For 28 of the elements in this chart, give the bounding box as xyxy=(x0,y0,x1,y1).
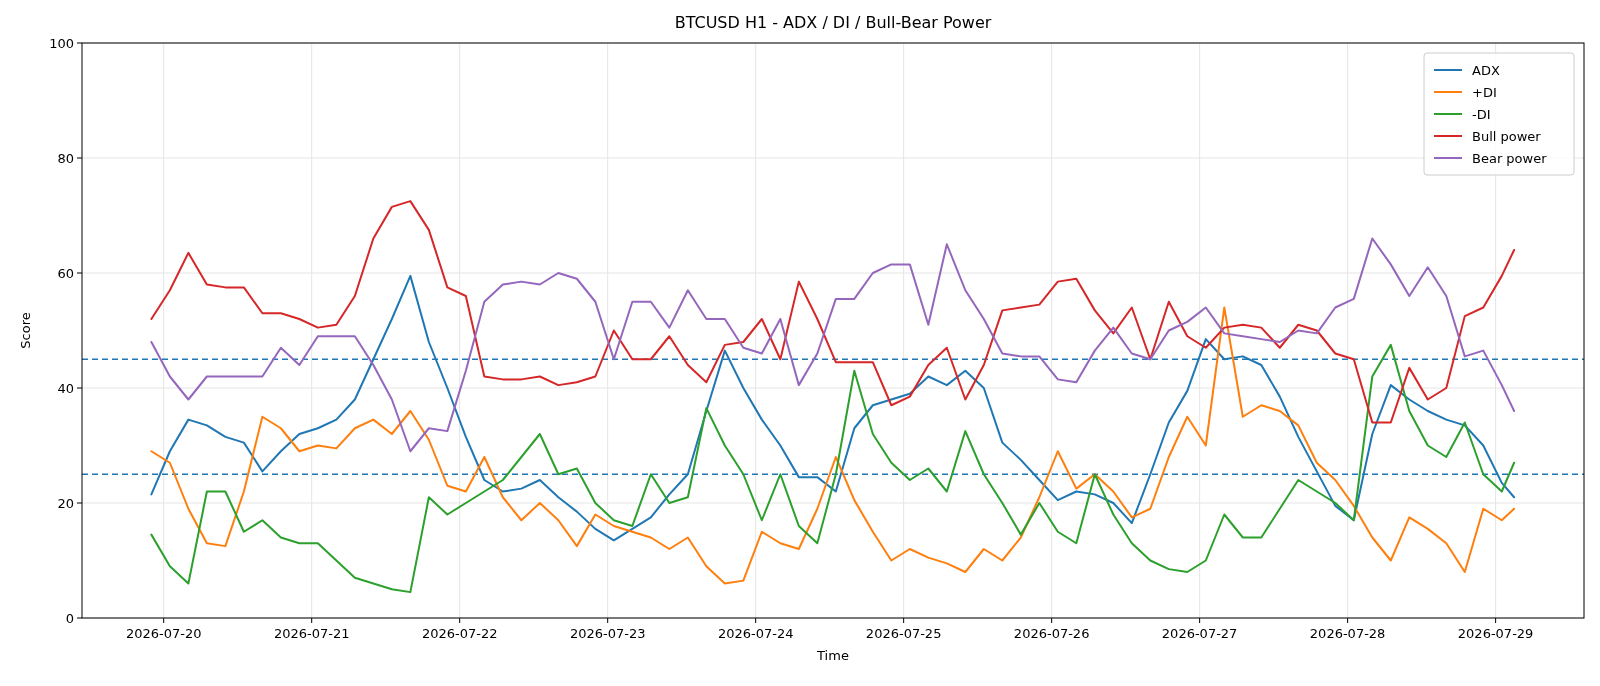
x-tick-label: 2026-07-29 xyxy=(1457,626,1534,641)
y-axis-title: Score xyxy=(18,312,33,349)
line-series xyxy=(150,200,1516,424)
x-tick-label: 2026-07-25 xyxy=(865,626,942,641)
x-tick-label: 2026-07-28 xyxy=(1309,626,1386,641)
y-tick-label: 100 xyxy=(49,35,74,51)
y-tick-label: 40 xyxy=(57,380,74,396)
legend-label: Bull power xyxy=(1472,129,1542,144)
legend-label: -DI xyxy=(1472,107,1491,122)
legend-label: +DI xyxy=(1472,85,1497,100)
line-series xyxy=(150,237,1516,453)
y-tick-label: 80 xyxy=(57,150,74,166)
x-tick-label: 2026-07-24 xyxy=(717,626,794,641)
x-tick-label: 2026-07-21 xyxy=(273,626,350,641)
line-series xyxy=(150,343,1516,594)
y-tick-label: 0 xyxy=(65,610,74,626)
x-tick-label: 2026-07-22 xyxy=(421,626,498,641)
y-tick-label: 20 xyxy=(57,495,74,511)
x-tick-label: 2026-07-20 xyxy=(125,626,202,641)
x-tick-label: 2026-07-26 xyxy=(1013,626,1090,641)
legend-label: ADX xyxy=(1472,63,1500,78)
x-tick-label: 2026-07-23 xyxy=(569,626,646,641)
line-series xyxy=(150,306,1516,585)
chart-title: BTCUSD H1 - ADX / DI / Bull-Bear Power xyxy=(674,13,992,32)
x-axis-title: Time xyxy=(816,648,849,663)
y-tick-label: 60 xyxy=(57,265,74,281)
x-tick-label: 2026-07-27 xyxy=(1161,626,1238,641)
legend-label: Bear power xyxy=(1472,151,1548,166)
